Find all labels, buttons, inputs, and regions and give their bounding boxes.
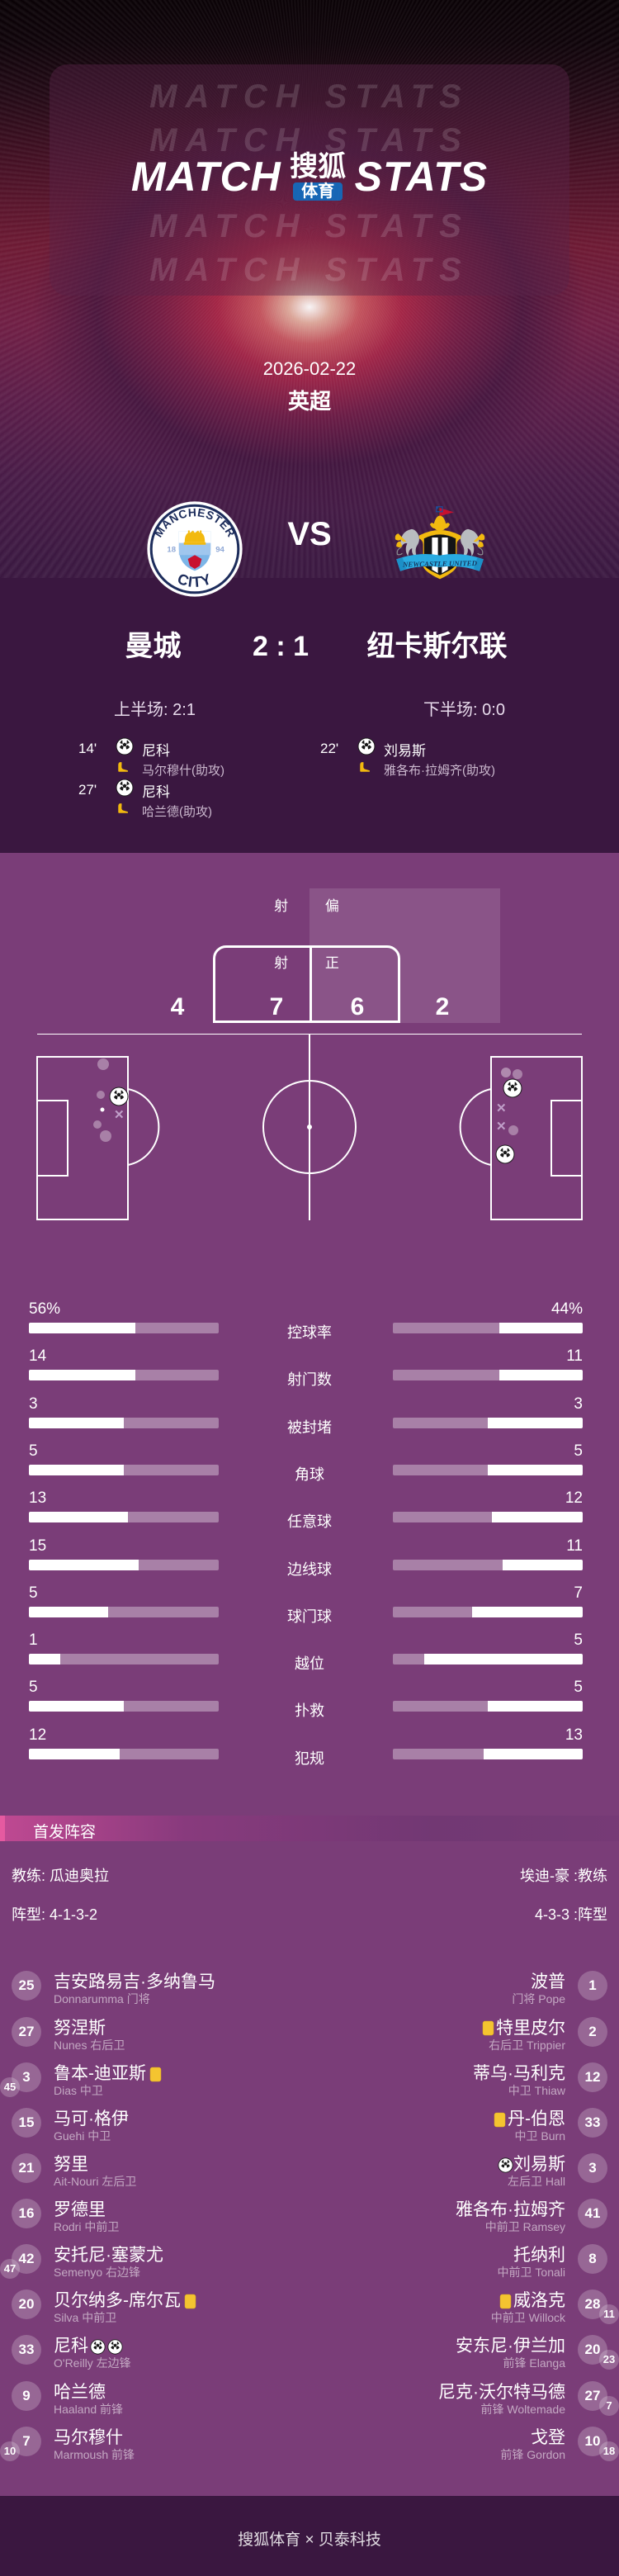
svg-text:MANCHESTER: MANCHESTER [152, 506, 238, 539]
svg-text:✕: ✕ [496, 1101, 507, 1115]
svg-text:✕: ✕ [496, 1120, 507, 1134]
svg-text:CITY: CITY [175, 571, 214, 591]
svg-text:✕: ✕ [114, 1108, 125, 1122]
svg-text:18: 18 [167, 546, 176, 555]
svg-text:94: 94 [215, 546, 224, 555]
svg-text:NEWCASTLE UNITED: NEWCASTLE UNITED [402, 559, 478, 569]
